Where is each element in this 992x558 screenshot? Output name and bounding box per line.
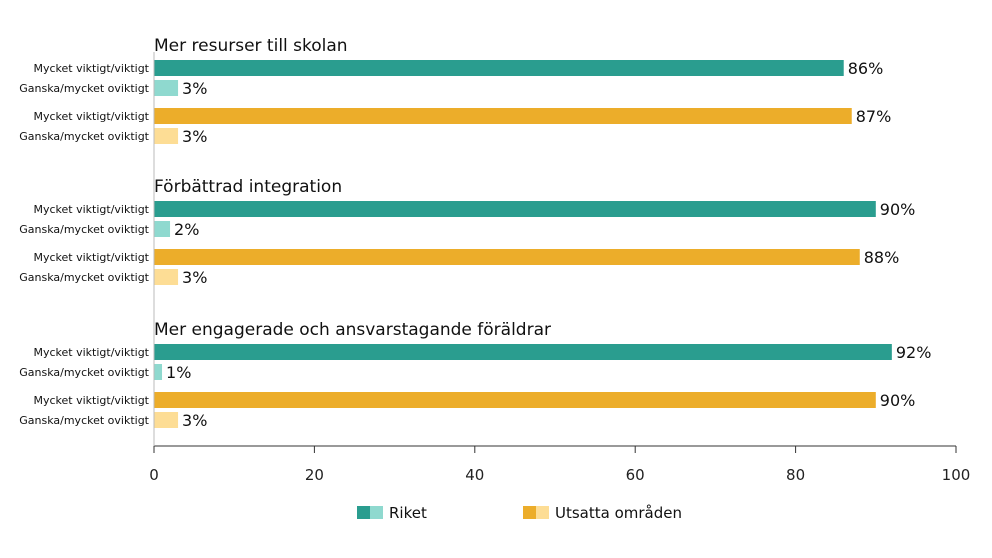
row-label: Ganska/mycket oviktigt [19, 130, 149, 143]
row-label: Ganska/mycket oviktigt [19, 223, 149, 236]
bar [154, 201, 876, 217]
value-label: 2% [174, 220, 199, 239]
group-title: Mer resurser till skolan [154, 36, 348, 56]
value-label: 3% [182, 411, 207, 430]
value-label: 92% [896, 343, 932, 362]
x-tick-label: 80 [786, 466, 805, 484]
legend-label: Riket [389, 504, 427, 522]
legend-swatch [370, 506, 383, 519]
value-label: 86% [848, 59, 884, 78]
x-tick-label: 100 [942, 466, 971, 484]
value-label: 1% [166, 363, 191, 382]
bar [154, 128, 179, 144]
value-label: 3% [182, 268, 207, 287]
row-label: Mycket viktigt/viktigt [33, 251, 149, 264]
group-title: Förbättrad integration [154, 177, 342, 197]
value-label: 3% [182, 127, 207, 146]
value-label: 87% [856, 107, 892, 126]
bar [154, 221, 171, 237]
legend-swatch [523, 506, 536, 519]
bar [154, 249, 860, 265]
value-label: 90% [880, 391, 916, 410]
bar [154, 392, 876, 408]
value-label: 3% [182, 79, 207, 98]
group-title: Mer engagerade och ansvarstagande föräld… [154, 320, 551, 340]
bar [154, 269, 179, 285]
value-label: 88% [864, 248, 900, 267]
row-label: Ganska/mycket oviktigt [19, 366, 149, 379]
row-label: Ganska/mycket oviktigt [19, 271, 149, 284]
legend-label: Utsatta områden [555, 504, 682, 522]
bar [154, 364, 163, 380]
x-tick-label: 20 [305, 466, 324, 484]
bar [154, 108, 852, 124]
bar [154, 344, 892, 360]
x-tick-label: 0 [149, 466, 159, 484]
x-tick-label: 60 [626, 466, 645, 484]
row-label: Ganska/mycket oviktigt [19, 82, 149, 95]
row-label: Mycket viktigt/viktigt [33, 110, 149, 123]
bar [154, 60, 844, 76]
x-tick-label: 40 [465, 466, 484, 484]
legend-swatch [536, 506, 549, 519]
row-label: Mycket viktigt/viktigt [33, 203, 149, 216]
bar [154, 80, 179, 96]
row-label: Mycket viktigt/viktigt [33, 394, 149, 407]
value-label: 90% [880, 200, 916, 219]
bar [154, 412, 179, 428]
row-label: Mycket viktigt/viktigt [33, 346, 149, 359]
row-label: Mycket viktigt/viktigt [33, 62, 149, 75]
row-label: Ganska/mycket oviktigt [19, 414, 149, 427]
legend-swatch [357, 506, 370, 519]
